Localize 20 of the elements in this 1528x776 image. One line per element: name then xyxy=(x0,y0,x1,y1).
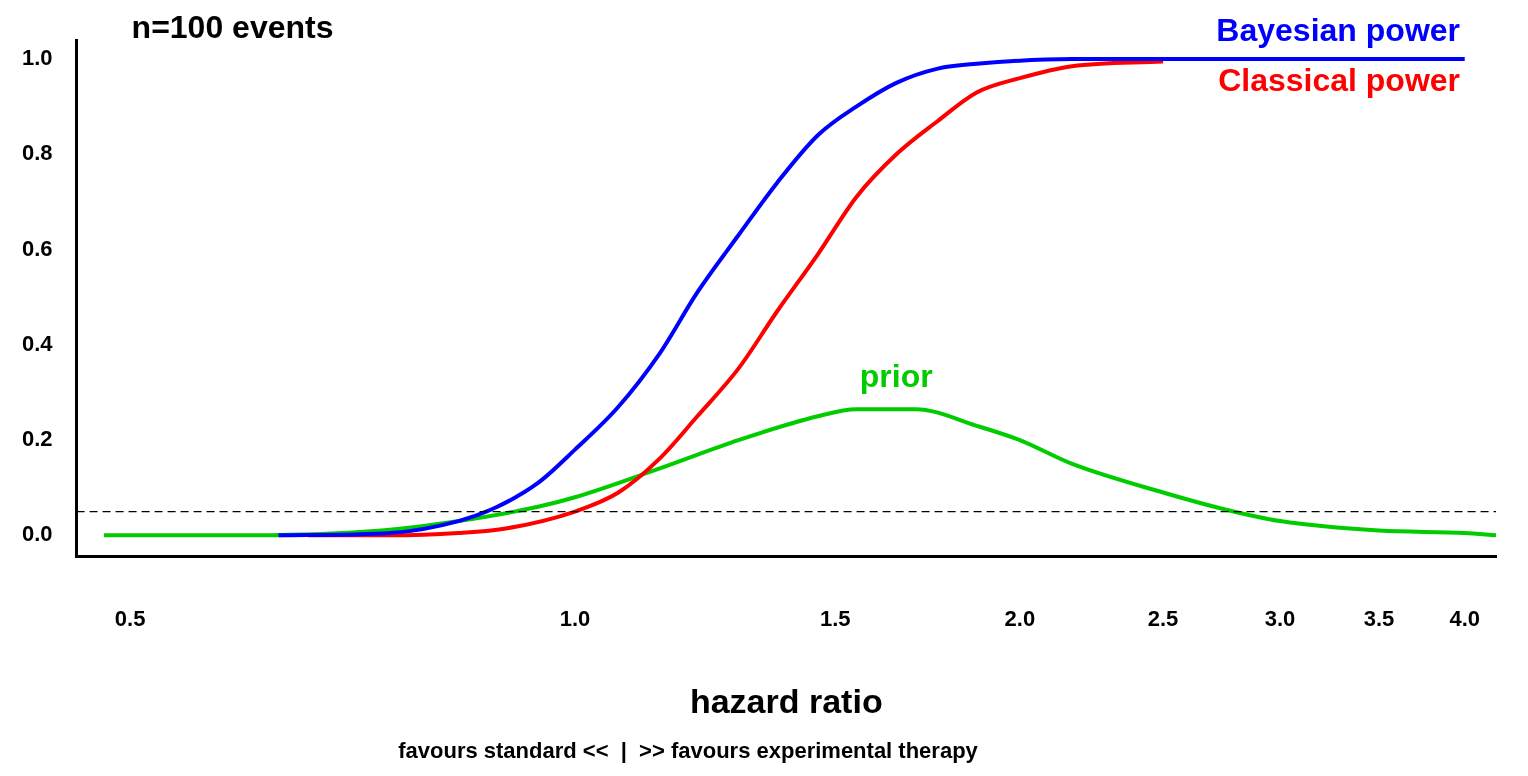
x-tick-label: 3.0 xyxy=(1264,606,1296,632)
x-tick-label: 2.5 xyxy=(1147,606,1179,632)
x-axis-title: hazard ratio xyxy=(689,681,883,720)
y-tick-label: 0.4 xyxy=(21,330,54,356)
x-tick-label: 0.5 xyxy=(114,606,146,632)
x-tick-label: 1.5 xyxy=(819,606,851,632)
y-tick-label: 0.0 xyxy=(21,521,53,547)
series-label: Bayesian power xyxy=(1216,12,1461,49)
y-tick-label: 1.0 xyxy=(21,45,53,71)
y-tick-label: 0.8 xyxy=(21,140,53,166)
y-tick-label: 0.2 xyxy=(21,426,53,452)
x-tick-label: 1.0 xyxy=(559,606,591,632)
x-tick-label: 2.0 xyxy=(1004,606,1036,632)
y-tick-label: 0.6 xyxy=(21,235,53,261)
x-tick-label: 3.5 xyxy=(1363,606,1395,632)
series-label: prior xyxy=(859,358,933,395)
x-tick-label: 4.0 xyxy=(1449,606,1481,632)
series-label: Classical power xyxy=(1218,62,1461,99)
chart-title: n=100 events xyxy=(131,9,334,45)
text: favours standard << | >> favours experimental therapy xyxy=(398,738,979,763)
